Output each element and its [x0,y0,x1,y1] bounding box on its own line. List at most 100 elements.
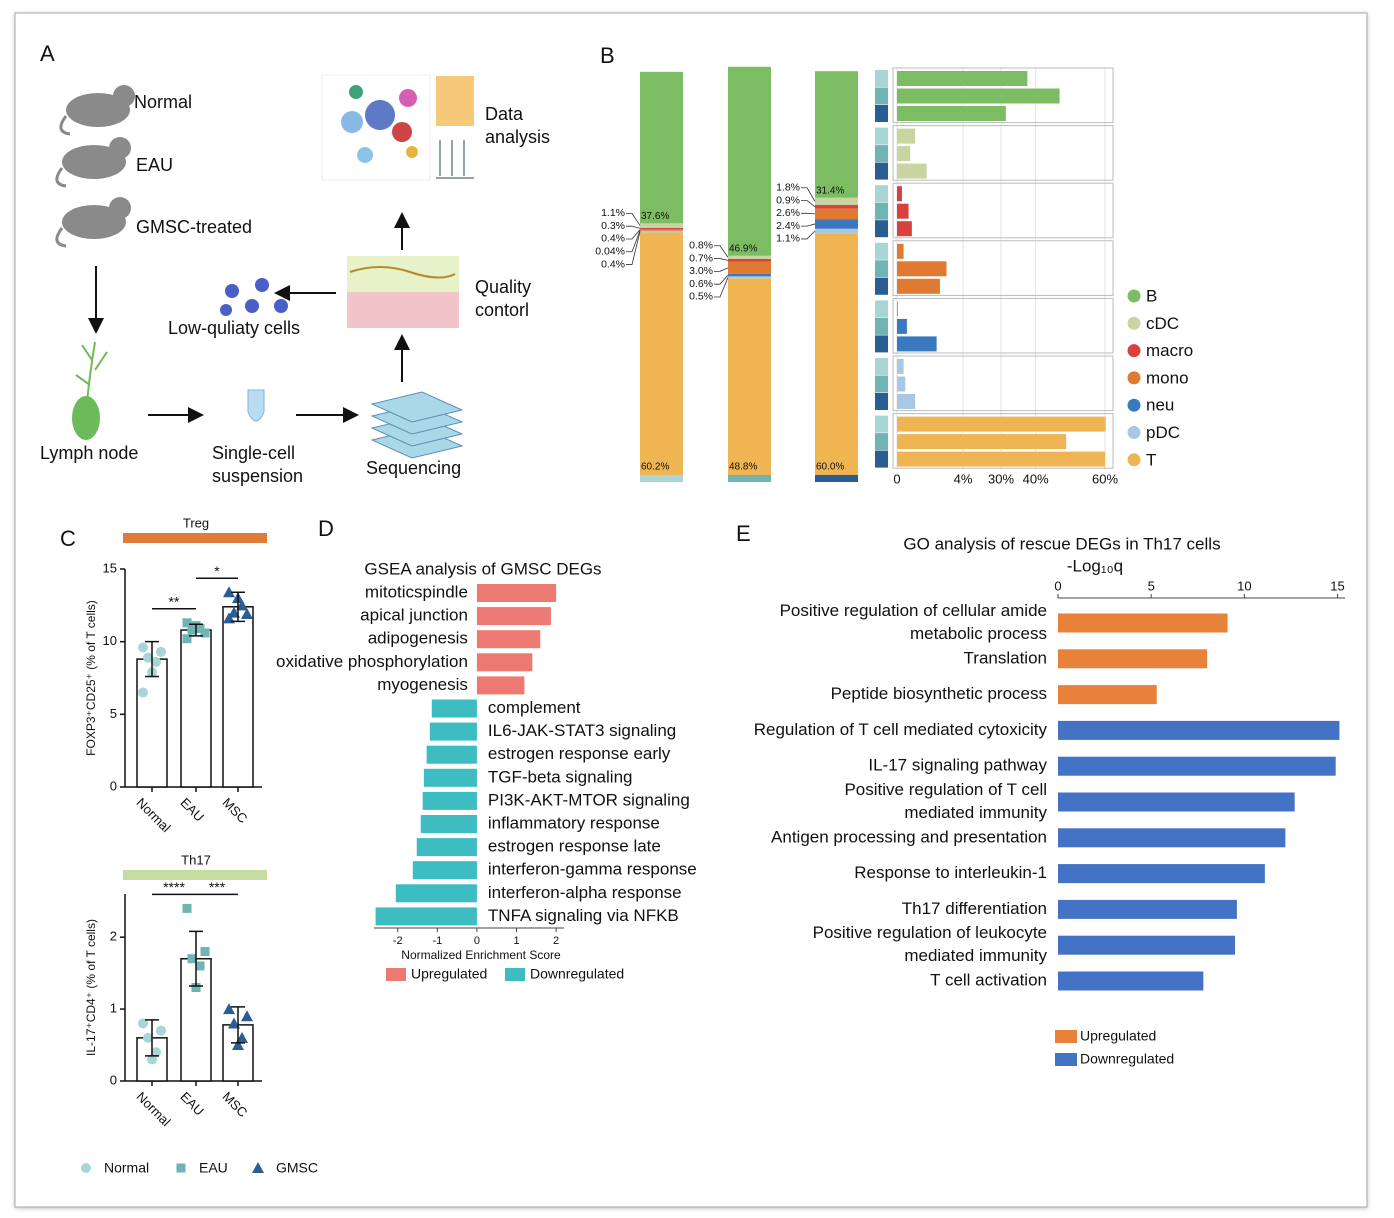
leader-line [714,274,729,285]
category-label: IL6-JAK-STAT3 signaling [488,721,676,740]
category-label: apical junction [360,606,468,625]
bar [897,186,902,202]
facet-box [892,125,1114,181]
point [200,628,210,638]
x-tick-label: 0 [1054,578,1061,593]
y-tick-label: 10 [103,633,117,648]
error-bar [145,1019,159,1057]
bar-segment [815,228,858,234]
y-axis-label: FOXP3⁺CD25⁺ (% of T cells) [84,600,98,756]
bar-segment [815,71,858,198]
leader-line [714,258,729,261]
bar [897,88,1060,104]
bar [1058,828,1286,848]
error-bar [145,640,159,678]
category-label: Positive regulation of leukocyte [813,923,1047,942]
group-strip [728,475,771,482]
bar [897,146,911,162]
category-label: Regulation of T cell mediated cytoxicity [754,720,1048,739]
value-label: 0.4% [601,233,625,245]
point [156,1025,166,1036]
bar [1058,720,1340,740]
error-bar [189,623,203,637]
legend-label: GMSC [276,1160,318,1176]
legend-marker [1055,1030,1077,1043]
point [143,1032,153,1043]
bar-segment [815,219,858,229]
bar [1058,971,1204,991]
panel-label: E [736,521,751,546]
point [182,903,192,913]
category-label: Th17 differentiation [902,899,1047,918]
category-label: Positive regulation of cellular amide [780,601,1047,620]
category-label: Response to interleukin-1 [854,863,1047,882]
bar [897,221,912,237]
x-tick-label: -2 [393,935,403,947]
group-strip [875,375,888,393]
group-label: EAU [136,155,173,175]
category-label: interferon-alpha response [488,883,682,902]
value-label: 2.4% [776,220,800,232]
category-label: oxidative phosphorylation [276,652,468,671]
x-axis-label: Normalized Enrichment Score [401,948,561,962]
step-label: Single-cell [212,443,295,463]
y-axis-label: IL-17⁺CD4⁺ (% of T cells) [84,919,98,1056]
group-strip [875,242,888,260]
group-label: GMSC-treated [136,217,252,237]
step-label: Data [485,104,524,124]
group-strip [875,393,888,410]
leader-line [626,230,641,253]
category-label: Translation [964,648,1047,667]
group-strip [875,105,888,122]
group-strip [815,475,858,482]
panel-label: B [600,43,615,68]
y-tick-label: 1 [110,1001,117,1016]
bar [897,301,898,317]
point [191,983,201,992]
facet-box [892,413,1114,469]
leader-line [801,223,816,227]
bar-segment [640,227,683,230]
legend-marker [252,1162,264,1173]
step-label: Low-quliaty cells [168,318,300,338]
bar [1058,935,1236,955]
bar-segment [640,71,683,224]
x-tick-label: 15 [1330,578,1344,593]
x-tick-label: -1 [432,935,442,947]
bar [897,359,904,374]
bar [897,451,1105,467]
category-label: interferon-gamma response [488,860,697,879]
point [236,1031,248,1043]
point [187,954,197,964]
bar [222,606,254,788]
bar [897,278,940,294]
x-tick-label: 0 [893,471,900,486]
point [138,1018,148,1029]
point [195,961,205,971]
bar-segment [728,276,771,279]
y-tick-label: 2 [110,929,117,944]
bar [897,394,916,409]
legend-marker [1127,453,1141,467]
bar-segment [815,197,858,205]
x-tick-label: 30% [988,471,1014,486]
facet-box [892,240,1114,296]
sig-label: **** [163,879,185,895]
group-strip [875,335,888,353]
bar [1058,613,1228,633]
point [138,687,148,698]
mouse-icons [55,85,135,248]
value-label: 46.9% [729,243,757,254]
bar-segment [728,278,771,475]
error-bar [231,1006,245,1044]
x-tick-label: 10 [1237,578,1251,593]
y-tick-label: 0 [110,1072,117,1087]
value-label: 1.1% [601,207,625,219]
leader-line [714,267,729,272]
category-label: metabolic process [910,624,1047,643]
bar [897,106,1006,121]
legend-label: macro [1146,341,1193,360]
value-label: 60.0% [816,462,844,473]
bar [431,699,477,718]
legend-label: cDC [1146,314,1179,333]
